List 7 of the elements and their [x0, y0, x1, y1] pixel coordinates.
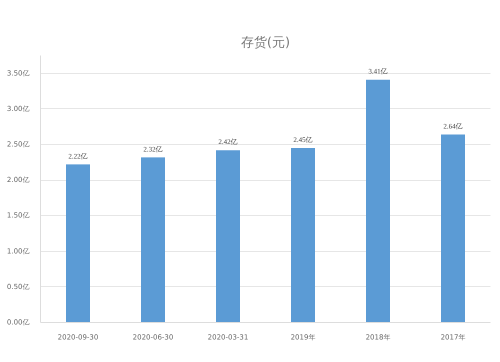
bar [291, 148, 315, 322]
bar [216, 150, 240, 322]
chart-title: 存货(元) [240, 36, 290, 50]
bar [441, 134, 465, 322]
bar [366, 80, 390, 322]
bar [141, 157, 165, 322]
bar [66, 164, 90, 322]
